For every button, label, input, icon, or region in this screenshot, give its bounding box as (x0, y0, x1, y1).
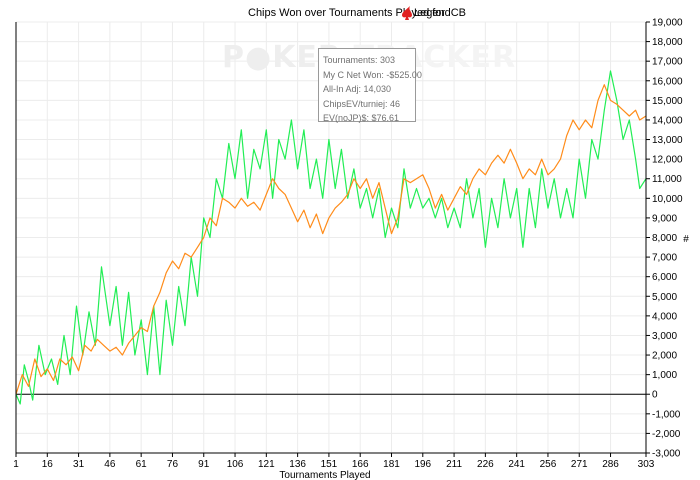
x-tick-label: 196 (414, 459, 431, 470)
x-axis-ticks: 1 16 31 46 61 76 91 106 121 136 151 166 181 196 211 226… (13, 453, 655, 470)
y-tick-label: 0 (652, 390, 658, 401)
x-tick-label: 31 (73, 459, 85, 470)
y-tick-label: 7,000 (652, 253, 677, 264)
y-tick-label: -2,000 (652, 429, 681, 440)
tooltip-tournaments: Tournaments: 303 (323, 55, 396, 65)
x-tick-label: 121 (258, 459, 275, 470)
x-tick-label: 91 (198, 459, 210, 470)
y-tick-label: 4,000 (652, 311, 677, 322)
y-tick-label: 1,000 (652, 370, 677, 381)
x-tick-label: 256 (540, 459, 557, 470)
spade-icon (402, 6, 412, 20)
y-tick-label: 8,000 (652, 233, 677, 244)
y-tick-label: 19,000 (652, 18, 683, 29)
y-tick-label: 12,000 (652, 155, 683, 166)
x-tick-label: 151 (321, 459, 338, 470)
y-tick-label: 17,000 (652, 57, 683, 68)
x-tick-label: 286 (602, 459, 619, 470)
y-tick-label: 10,000 (652, 194, 683, 205)
chart-title-user: LegendCB (414, 7, 466, 19)
hover-tooltip: Tournaments: 303 My C Net Won: -$525.00 … (318, 48, 422, 123)
x-tick-label: 106 (227, 459, 244, 470)
x-axis-label: Tournaments Played (279, 470, 370, 480)
y-tick-label: 11,000 (652, 174, 682, 185)
series-lines (15, 70, 647, 405)
x-tick-label: 166 (352, 459, 369, 470)
y-tick-label: 15,000 (652, 96, 683, 107)
y-tick-label: 2,000 (652, 351, 677, 362)
series-line-2 (15, 84, 647, 395)
x-tick-label: 61 (136, 459, 148, 470)
y-tick-label: 14,000 (652, 115, 683, 126)
y-tick-label: 13,000 (652, 135, 683, 146)
tooltip-chipsev: ChipsEV/turniej: 46 (323, 98, 401, 109)
x-tick-label: 46 (104, 459, 116, 470)
x-tick-label: 76 (167, 459, 179, 470)
y-tick-label: 6,000 (652, 272, 677, 283)
chip-icon: ● (245, 40, 273, 75)
y-tick-label: -3,000 (652, 449, 681, 460)
x-tick-label: 271 (571, 459, 588, 470)
x-tick-label: 226 (477, 459, 494, 470)
x-tick-label: 136 (289, 459, 306, 470)
y-tick-label: -1,000 (652, 409, 681, 420)
y-tick-label: 5,000 (652, 292, 677, 303)
series-line-1 (15, 70, 647, 405)
y-tick-label: 9,000 (652, 213, 677, 224)
tooltip-ev: EV(noJP)$: $76.61 (323, 113, 400, 123)
x-tick-label: 211 (446, 459, 462, 470)
y-tick-label: 3,000 (652, 331, 677, 342)
x-tick-label: 1 (13, 459, 19, 470)
tooltip-net-won: My C Net Won: -$525.00 (323, 69, 422, 80)
x-tick-label: 181 (383, 459, 400, 470)
x-tick-label: 16 (42, 459, 54, 470)
x-tick-label: 303 (638, 459, 655, 470)
y-axis-ticks: -3,000 -2,000 -1,000 0 1,000 2,000 3,000 4,000 5… (646, 18, 683, 460)
x-tick-label: 241 (508, 459, 525, 470)
tooltip-allin-adj: All-In Adj: 14,030 (323, 84, 392, 94)
chart-title: Chips Won over Tournaments Played for (248, 7, 445, 19)
y-tick-label: 18,000 (652, 37, 683, 48)
y-tick-label: 16,000 (652, 76, 683, 87)
y-axis-label: # (683, 234, 689, 245)
